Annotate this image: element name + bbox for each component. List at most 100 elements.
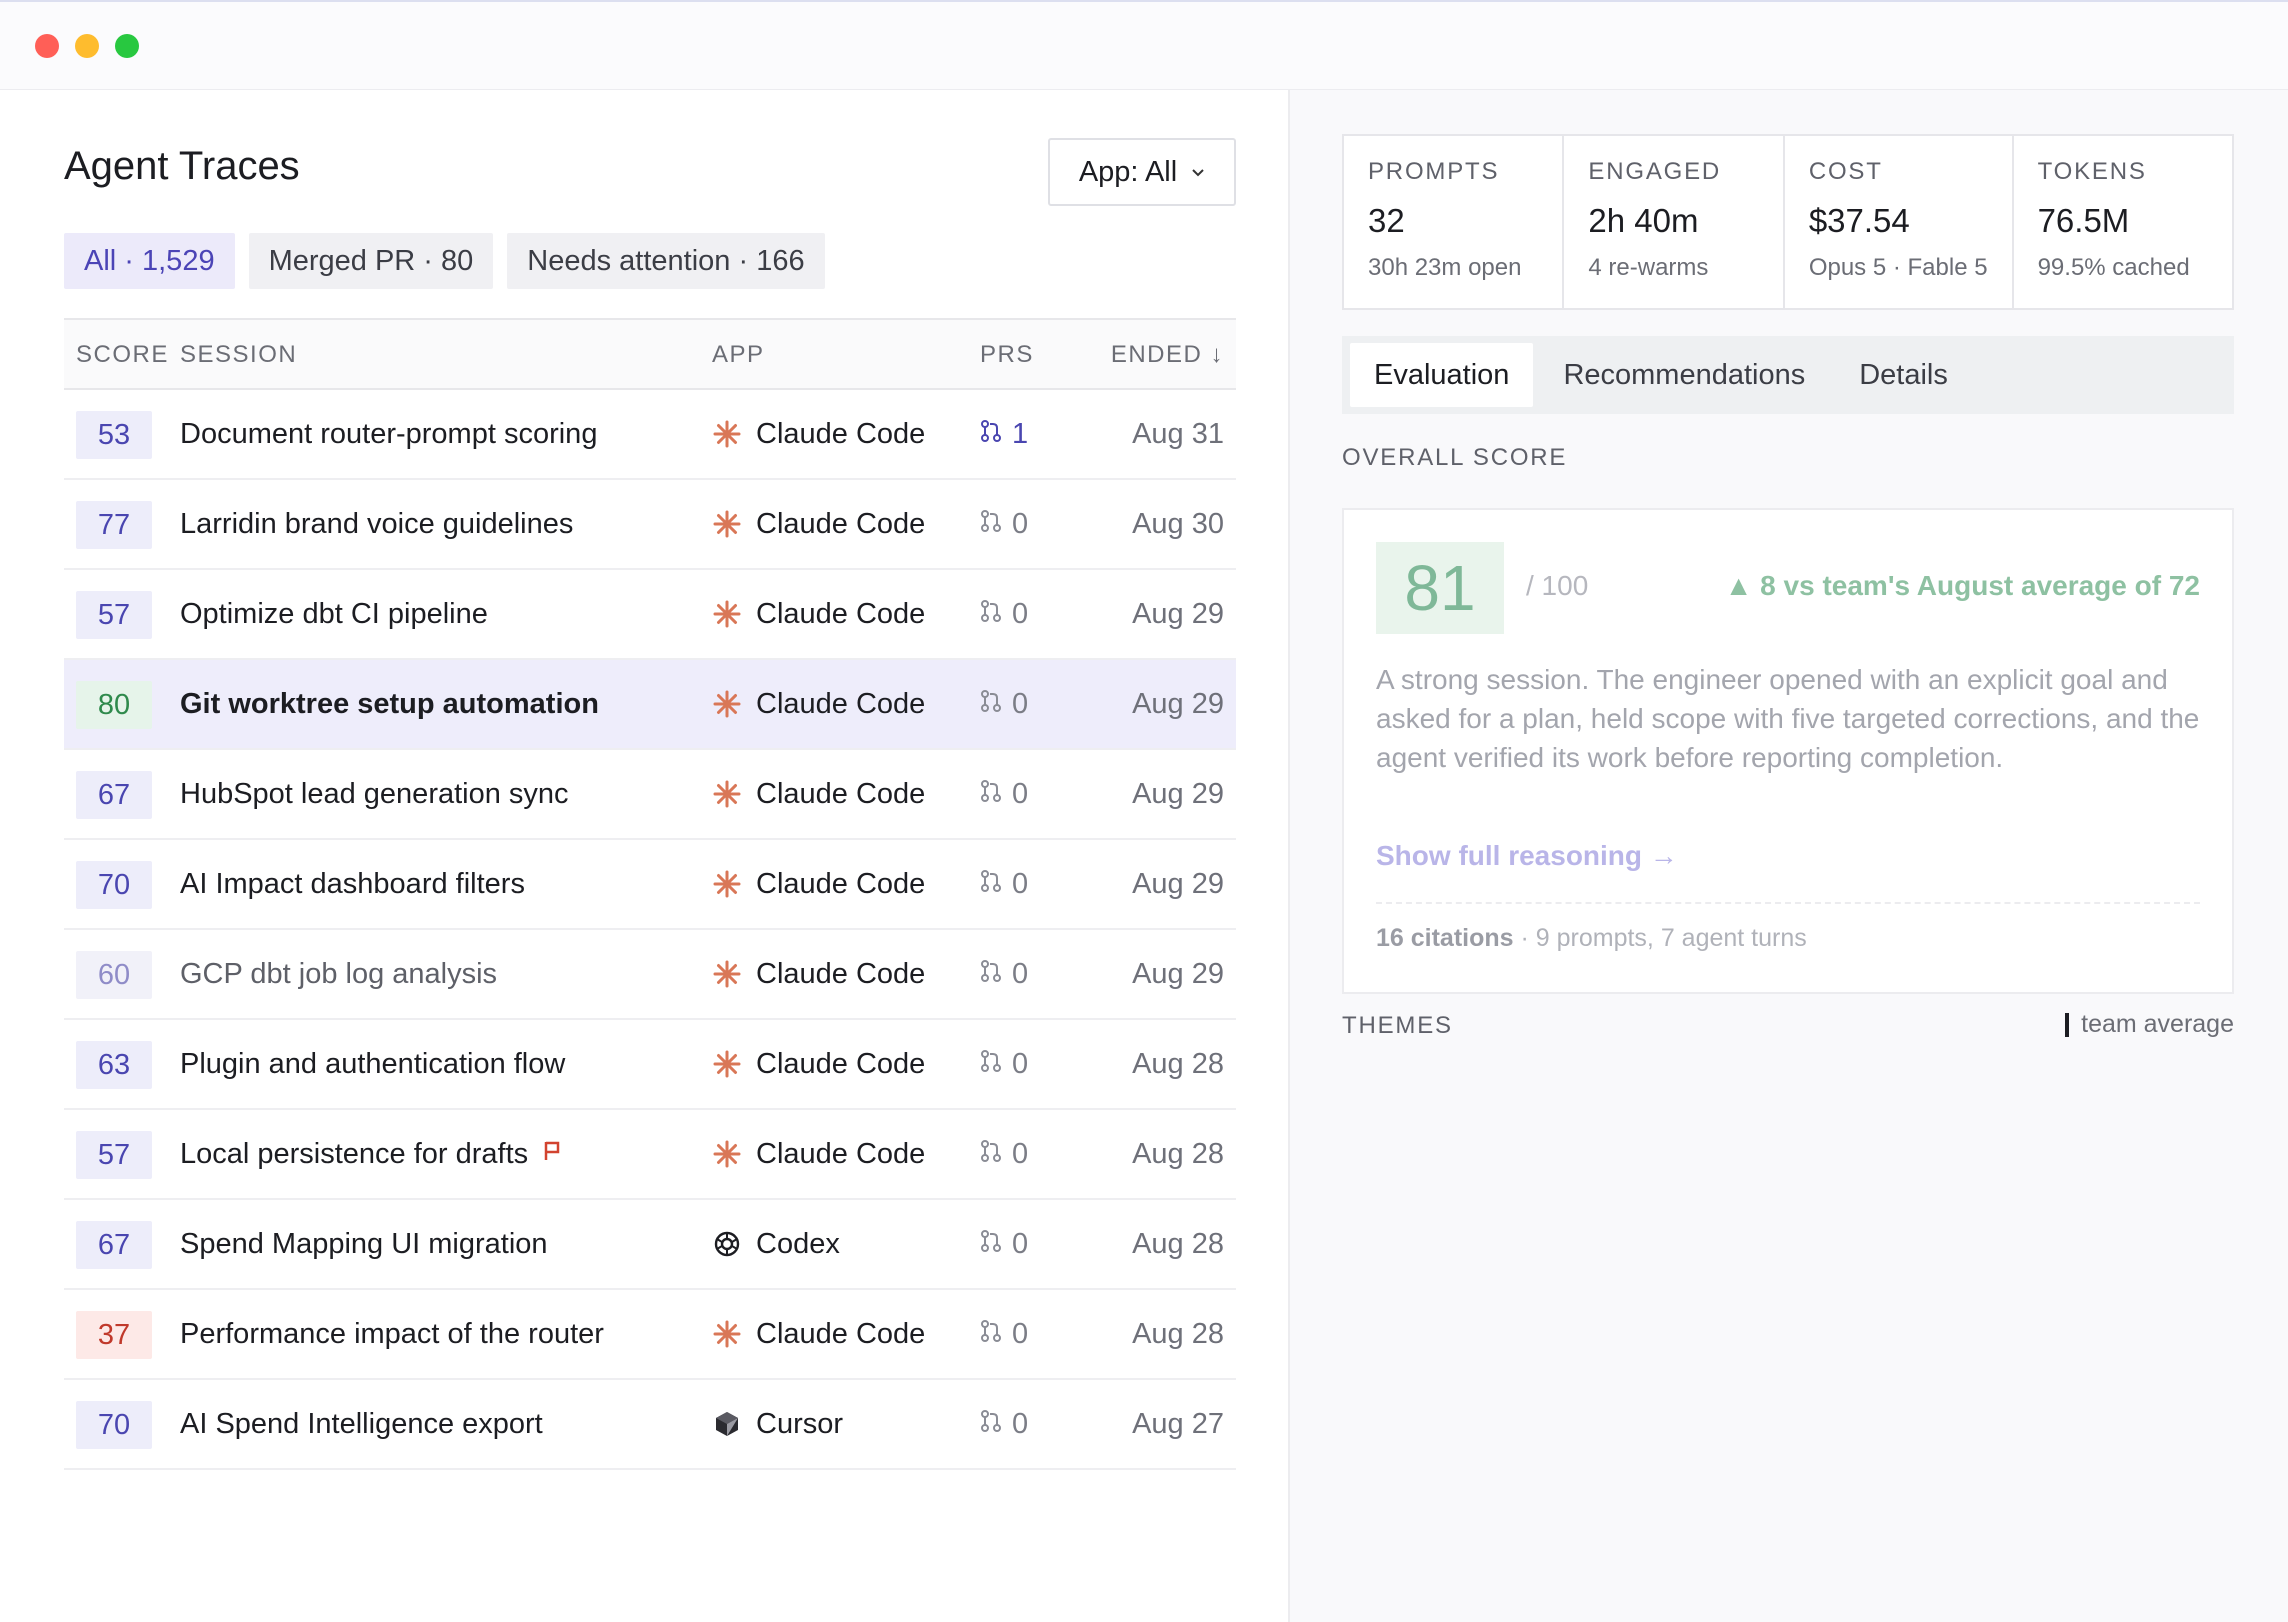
claude-code-icon	[712, 419, 742, 449]
table-row[interactable]: 60 GCP dbt job log analysis Claude Code 0 Au…	[64, 930, 1236, 1020]
table-header: SCORE SESSION APP PRS ENDED ↓	[64, 318, 1236, 390]
table-row[interactable]: 67 HubSpot lead generation sync Claude Cod…	[64, 750, 1236, 840]
filter-chip-needs-attention[interactable]: Needs attention · 166	[507, 233, 825, 289]
table-row[interactable]: 77 Larridin brand voice guidelines Claude …	[64, 480, 1236, 570]
ended-date: Aug 29	[1132, 957, 1224, 990]
stat-value: 76.5M	[2037, 202, 2130, 239]
ended-date: Aug 29	[1132, 867, 1224, 900]
close-window-button[interactable]	[35, 34, 59, 58]
tab-recommendations[interactable]: Recommendations	[1563, 358, 1806, 391]
ended-date: Aug 28	[1132, 1137, 1224, 1170]
stat-value: $37.54	[1808, 202, 1910, 239]
pull-request-icon	[980, 1228, 1002, 1261]
stat-value: 32	[1368, 202, 1405, 239]
session-cell: AI Impact dashboard filters	[180, 840, 525, 928]
column-header-session[interactable]: SESSION	[180, 341, 298, 368]
prs-cell[interactable]: 1	[980, 390, 1028, 478]
filter-chip-merged-pr[interactable]: Merged PR · 80	[248, 233, 494, 289]
score-badge: 57	[76, 591, 152, 639]
column-header-ended[interactable]: ENDED ↓	[1110, 341, 1224, 368]
column-header-score[interactable]: SCORE	[76, 341, 169, 368]
pull-request-icon	[980, 1408, 1002, 1441]
maximize-window-button[interactable]	[115, 34, 139, 58]
app-cell: Cursor	[712, 1380, 843, 1468]
prs-count: 0	[1012, 1407, 1029, 1440]
session-cell: Local persistence for drafts	[180, 1110, 560, 1198]
prs-count: 0	[1012, 687, 1029, 720]
show-reasoning-link[interactable]: Show full reasoning →	[1376, 840, 1678, 871]
pull-request-icon	[980, 418, 1002, 451]
stat-sub: 99.5% cached	[2037, 254, 2190, 281]
app-name: Claude Code	[756, 1137, 926, 1170]
app-name: Claude Code	[756, 507, 926, 540]
tab-evaluation[interactable]: Evaluation	[1350, 343, 1534, 407]
session-cell: Git worktree setup automation	[180, 660, 599, 748]
app-cell: Claude Code	[712, 1290, 925, 1378]
prs-count: 0	[1012, 1137, 1029, 1170]
prs-cell: 0	[980, 1020, 1028, 1108]
team-average-marker-icon	[2065, 1012, 2070, 1037]
card-divider	[1376, 902, 2200, 904]
session-cell: GCP dbt job log analysis	[180, 930, 497, 1018]
app-cell: Claude Code	[712, 1110, 925, 1198]
table-row[interactable]: 80 Git worktree setup automation Claude Co…	[64, 660, 1236, 750]
ended-date: Aug 29	[1132, 597, 1224, 630]
flag-icon	[544, 1140, 560, 1168]
citations-count[interactable]: 16 citations	[1376, 924, 1514, 952]
session-cell: Optimize dbt CI pipeline	[180, 570, 488, 658]
ended-date: Aug 28	[1132, 1227, 1224, 1260]
score-badge: 67	[76, 1221, 152, 1269]
app-name: Claude Code	[756, 867, 926, 900]
claude-code-icon	[712, 689, 742, 719]
filter-chips: All · 1,529 Merged PR · 80 Needs attenti…	[64, 233, 825, 289]
prs-cell: 0	[980, 660, 1028, 748]
claude-code-icon	[712, 779, 742, 809]
stat-label: PROMPTS	[1368, 158, 1500, 185]
table-row[interactable]: 57 Local persistence for drafts Claude Cod…	[64, 1110, 1236, 1200]
table-row[interactable]: 37 Performance impact of the router Claude…	[64, 1290, 1236, 1380]
stat-cost: COST $37.54 Opus 5 · Fable 5	[1785, 136, 2014, 308]
score-summary: A strong session. The engineer opened wi…	[1376, 664, 2200, 773]
table-row[interactable]: 53 Document router-prompt scoring Claude C…	[64, 390, 1236, 480]
table-row[interactable]: 57 Optimize dbt CI pipeline Claude Code 0 Au…	[64, 570, 1236, 660]
table-row[interactable]: 63 Plugin and authentication flow Claude C…	[64, 1020, 1236, 1110]
pull-request-icon	[980, 1318, 1002, 1351]
ended-date: Aug 31	[1132, 417, 1224, 450]
stat-label: ENGAGED	[1588, 158, 1722, 185]
score-badge: 60	[76, 951, 152, 999]
app-cell: Claude Code	[712, 1020, 925, 1108]
score-card: 81 / 100 ▲ 8 vs team's August average of…	[1342, 508, 2234, 994]
prs-cell: 0	[980, 1380, 1028, 1468]
tab-details[interactable]: Details	[1859, 358, 1948, 391]
session-title: AI Impact dashboard filters	[180, 867, 525, 900]
prs-cell: 0	[980, 1200, 1028, 1288]
claude-code-icon	[712, 509, 742, 539]
app-filter-dropdown[interactable]: App: All	[1048, 138, 1236, 206]
prs-cell: 0	[980, 750, 1028, 838]
column-header-prs[interactable]: PRS	[980, 341, 1034, 368]
prs-count: 0	[1012, 957, 1029, 990]
app-name: Claude Code	[756, 687, 926, 720]
table-row[interactable]: 70 AI Impact dashboard filters Claude Code…	[64, 840, 1236, 930]
window-titlebar	[0, 0, 2288, 90]
stat-tokens: TOKENS 76.5M 99.5% cached	[2014, 136, 2232, 308]
column-header-app[interactable]: APP	[712, 341, 765, 368]
prs-count: 0	[1012, 1227, 1029, 1260]
claude-code-icon	[712, 1049, 742, 1079]
prs-count: 0	[1012, 777, 1029, 810]
prs-count: 0	[1012, 1317, 1029, 1350]
traces-table: SCORE SESSION APP PRS ENDED ↓ 53 Document…	[64, 318, 1236, 1470]
ended-date: Aug 28	[1132, 1317, 1224, 1350]
stat-value: 2h 40m	[1588, 202, 1699, 239]
table-row[interactable]: 70 AI Spend Intelligence export Cursor 0 Aug…	[64, 1380, 1236, 1470]
claude-code-icon	[712, 1139, 742, 1169]
table-row[interactable]: 67 Spend Mapping UI migration Codex 0 Aug 28	[64, 1200, 1236, 1290]
prs-cell: 0	[980, 570, 1028, 658]
session-title: Local persistence for drafts	[180, 1137, 529, 1170]
filter-chip-all[interactable]: All · 1,529	[64, 233, 235, 289]
app-name: Claude Code	[756, 1317, 926, 1350]
minimize-window-button[interactable]	[75, 34, 99, 58]
stat-sub: 30h 23m open	[1368, 254, 1522, 281]
score-badge: 70	[76, 1401, 152, 1449]
pull-request-icon	[980, 958, 1002, 991]
